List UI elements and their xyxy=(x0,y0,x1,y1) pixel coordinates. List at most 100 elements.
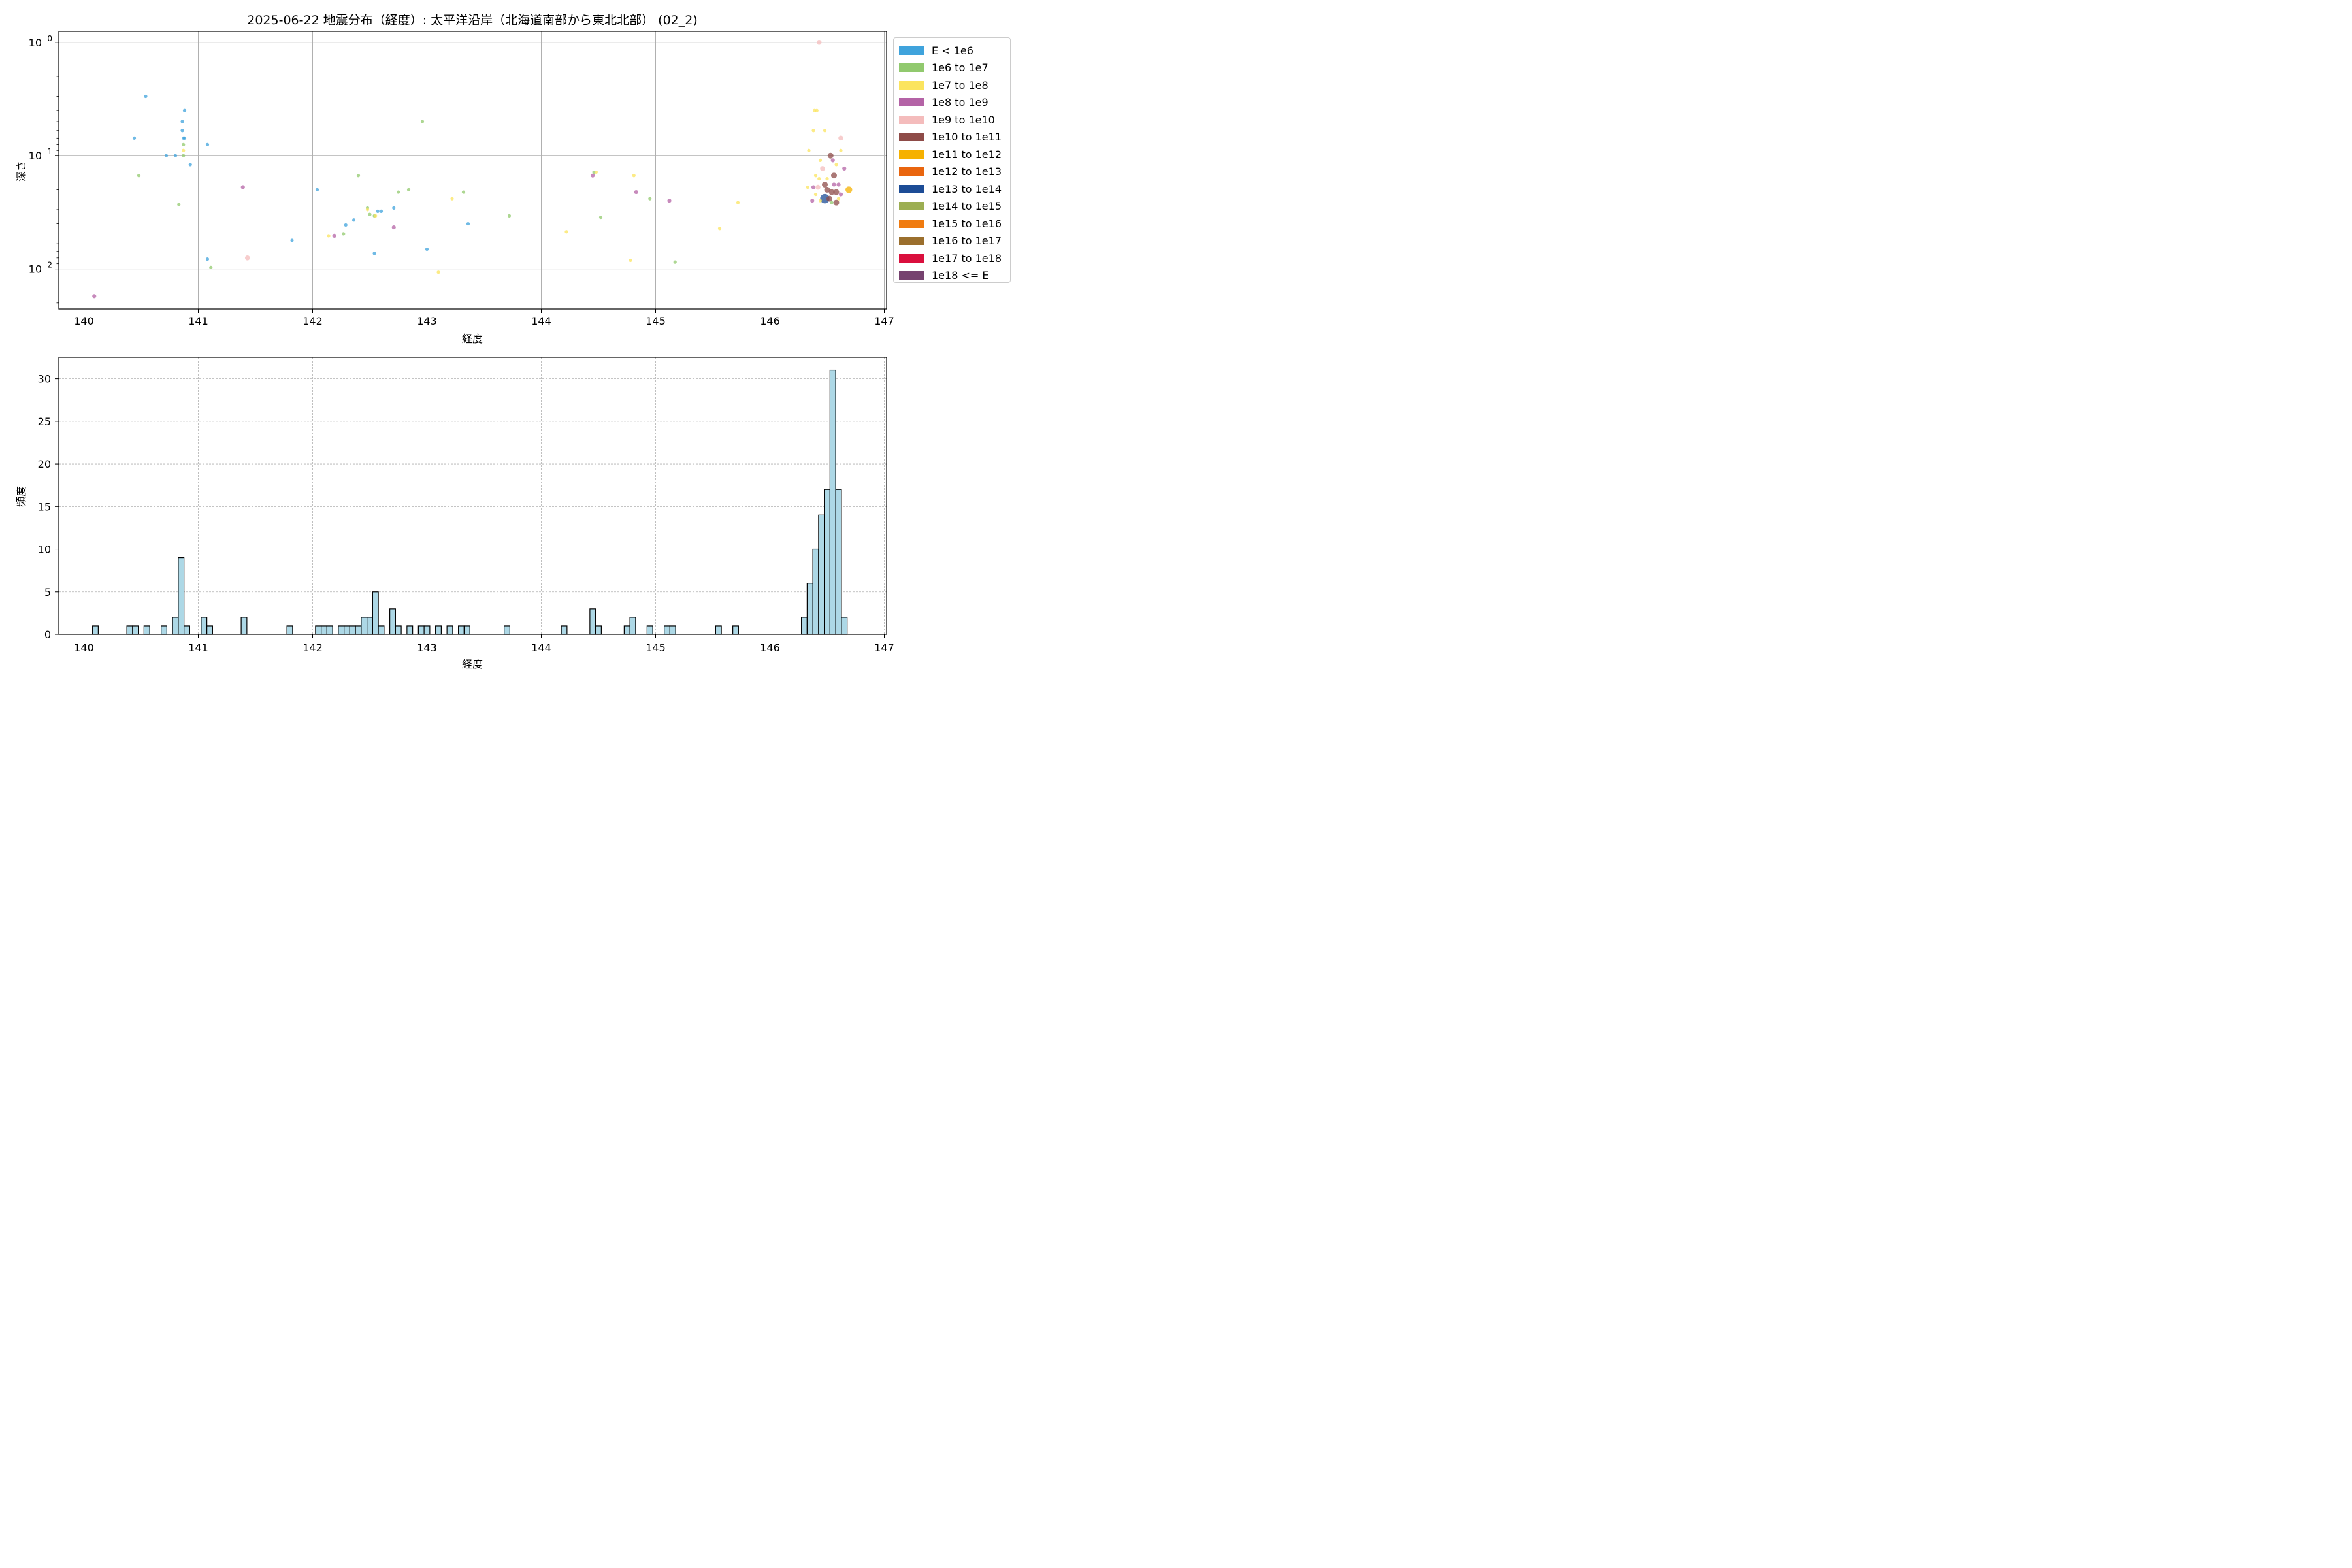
histogram-bar xyxy=(161,625,167,635)
scatter-point xyxy=(838,192,843,197)
scatter-x-tick-label: 141 xyxy=(188,315,208,327)
legend-label: 1e7 to 1e8 xyxy=(932,78,988,91)
histogram-bar xyxy=(326,625,333,635)
scatter-x-tick-label: 143 xyxy=(417,315,437,327)
chart-legend: E < 1e6 1e6 to 1e7 1e7 to 1e8 1e8 to 1e9 1e9… xyxy=(893,37,1011,283)
histogram-bar xyxy=(126,625,133,635)
histogram-bar xyxy=(286,625,293,635)
scatter-point xyxy=(244,255,250,261)
scatter-point xyxy=(209,265,213,269)
scatter-point xyxy=(810,199,815,203)
scatter-point xyxy=(817,176,821,181)
scatter-y-tick-label: 10 1 xyxy=(29,147,52,162)
legend-item: 1e10 to 1e11 xyxy=(899,129,1010,146)
scatter-point xyxy=(397,190,400,194)
scatter-point xyxy=(332,233,336,238)
scatter-y-tick-label: 10 2 xyxy=(29,261,52,276)
scatter-point xyxy=(177,203,181,206)
scatter-point xyxy=(820,193,830,204)
histogram-bar xyxy=(132,625,139,635)
histogram-bar xyxy=(172,617,179,635)
scatter-point xyxy=(822,181,828,188)
figure: 2025-06-22 地震分布（経度）: 太平洋沿岸（北海道南部から東北北部） … xyxy=(0,0,1019,679)
legend-label: 1e13 to 1e14 xyxy=(932,182,1002,195)
histogram-x-tick-label: 145 xyxy=(645,642,666,654)
scatter-y-tick-exponent: 0 xyxy=(47,34,52,43)
histogram-bar xyxy=(378,625,385,635)
histogram-bar xyxy=(435,625,442,635)
chart-canvas: 2025-06-22 地震分布（経度）: 太平洋沿岸（北海道南部から東北北部） … xyxy=(15,13,894,670)
histogram-y-tick-label: 30 xyxy=(38,373,51,385)
legend-item: 1e16 to 1e17 xyxy=(899,233,1010,250)
scatter-point xyxy=(842,166,847,171)
histogram-bar xyxy=(504,625,510,635)
scatter-gridlines xyxy=(59,31,887,309)
legend-swatch xyxy=(899,253,924,263)
scatter-point xyxy=(634,189,638,195)
histogram-bar xyxy=(240,617,248,635)
histogram-y-tick-label: 20 xyxy=(38,458,51,470)
histogram-bar xyxy=(417,625,425,635)
scatter-x-tick-label: 142 xyxy=(302,315,323,327)
scatter-y-tick-label: 10 0 xyxy=(29,34,52,49)
scatter-point xyxy=(564,230,568,234)
histogram-bar xyxy=(201,617,208,635)
scatter-y-tick-base: 10 xyxy=(29,150,42,162)
scatter-point xyxy=(327,234,331,238)
scatter-point xyxy=(818,158,823,162)
scatter-point xyxy=(436,270,440,274)
scatter-x-tick-label: 145 xyxy=(645,315,666,327)
legend-item: 1e8 to 1e9 xyxy=(899,94,1010,112)
scatter-point xyxy=(450,197,454,201)
histogram-x-tick-label: 146 xyxy=(760,642,780,654)
scatter-y-tick-exponent: 1 xyxy=(47,147,52,156)
histogram-bar xyxy=(423,625,431,635)
histogram-ticks: 140 141 142 143 144 145 146 147 0 5 10 15 20 25 30 xyxy=(38,373,894,654)
scatter-point xyxy=(180,129,184,133)
legend-swatch xyxy=(899,133,924,142)
scatter-point xyxy=(188,163,192,167)
legend-swatch xyxy=(899,63,924,73)
histogram-bar xyxy=(321,625,327,635)
legend-item: 1e14 to 1e15 xyxy=(899,198,1010,216)
histogram-y-tick-label: 15 xyxy=(38,500,51,513)
legend-swatch xyxy=(899,98,924,107)
histogram-bar xyxy=(806,583,813,635)
scatter-y-tick-base: 10 xyxy=(29,37,42,49)
histogram-bar xyxy=(206,625,213,635)
scatter-y-tick-exponent: 2 xyxy=(47,261,52,270)
histogram-x-tick-label: 143 xyxy=(417,642,437,654)
histogram-bar xyxy=(143,625,150,635)
chart-title: 2025-06-22 地震分布（経度）: 太平洋沿岸（北海道南部から東北北部） … xyxy=(247,13,698,27)
scatter-point xyxy=(182,148,186,152)
scatter-point xyxy=(466,221,470,226)
scatter-point xyxy=(736,201,740,204)
histogram-bar xyxy=(338,625,345,635)
histogram-bar xyxy=(818,514,825,635)
histogram-bar xyxy=(178,557,185,635)
legend-swatch xyxy=(899,271,924,280)
scatter-point xyxy=(92,294,97,299)
scatter-point xyxy=(591,173,595,178)
scatter-point xyxy=(315,188,319,191)
scatter-point xyxy=(342,232,346,236)
legend-item: 1e12 to 1e13 xyxy=(899,163,1010,181)
scatter-point xyxy=(182,108,187,112)
scatter-point xyxy=(507,214,512,218)
histogram-y-tick-label: 25 xyxy=(38,416,51,428)
scatter-point xyxy=(290,238,294,242)
legend-label: 1e9 to 1e10 xyxy=(932,113,995,126)
histogram-bar xyxy=(315,625,322,635)
histogram-bar xyxy=(92,625,99,635)
histogram-bar xyxy=(561,625,568,635)
scatter-point xyxy=(830,201,834,204)
histogram-bar xyxy=(355,625,362,635)
scatter-point xyxy=(648,197,652,201)
scatter-y-tick-base: 10 xyxy=(29,263,42,276)
histogram-bar xyxy=(669,625,676,635)
scatter-point xyxy=(838,135,843,141)
scatter-point xyxy=(717,227,722,231)
scatter-point xyxy=(356,174,361,178)
scatter-point xyxy=(425,247,429,252)
histogram-bar xyxy=(395,625,402,635)
